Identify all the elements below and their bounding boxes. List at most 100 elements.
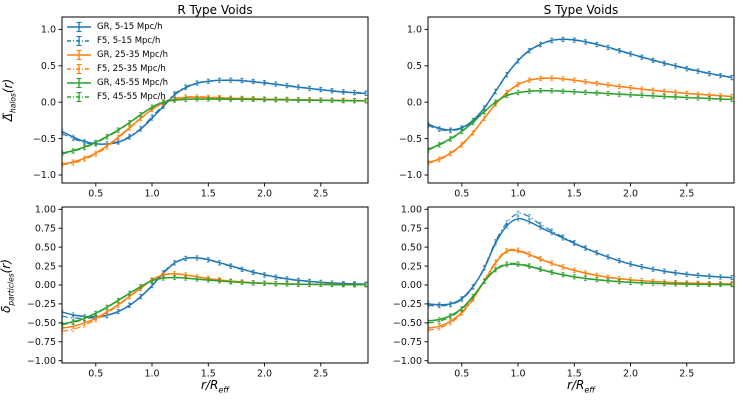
legend-label: F5, 25-35 Mpc/h [97,64,166,74]
y-tick-label: 0.50 [35,242,56,253]
series-line [428,38,732,131]
y-tick-label: −0.25 [393,299,422,310]
delta-bar-symbol: Δ̅ [1,113,15,122]
y-tick-label: −1.0 [33,170,56,181]
axes-border [427,16,735,184]
series-line [428,38,732,132]
legend-label: GR, 25-35 Mpc/h [97,50,168,60]
x-tick-label: 2.0 [623,189,638,200]
series-line [62,96,366,166]
legend-label: GR, 5-15 Mpc/h [97,22,163,32]
x-tick-label: 2.5 [313,189,328,200]
series-errorbars [62,275,368,327]
x-tick-label: 1.0 [144,369,159,380]
series-line [428,89,732,151]
y-tick-label: −0.5 [399,134,422,145]
y-tick-label: −0.75 [27,337,56,348]
subplot-particles-r-type: 0.5 1.0 1.5 2.0 2.5 −1.00 −0.75 −0.50 −0.25 0.00 0… [27,205,369,380]
series-errorbars [62,94,368,167]
y-tick-label: 0.00 [35,280,56,291]
series-line [62,98,366,155]
x-axis-label-right: r/Reff [566,378,596,395]
y-tick-label: −1.00 [27,356,56,367]
subplot-title-s-voids: S Type Voids [543,3,619,17]
legend-item: F5, 45-55 Mpc/h [66,90,168,104]
x-tick-label: 1.0 [510,369,525,380]
x-tick-label: 2.5 [679,189,694,200]
legend-errorbar-sample-icon [67,35,91,47]
y-tick-label: 1.00 [35,205,56,216]
x-tick-label: 1.5 [201,369,216,380]
y-tick-label: 0.50 [401,242,422,253]
series-errorbars [62,275,368,328]
y-tick-label: 1.0 [407,25,422,36]
x-tick-label: 2.5 [679,369,694,380]
x-tick-label: 0.5 [454,189,469,200]
x-tick-label: 1.5 [567,369,582,380]
series-errorbars [62,94,368,168]
legend-label: F5, 5-15 Mpc/h [97,36,161,46]
y-tick-label: 0.0 [407,97,422,108]
series-line [62,276,366,326]
y-tick-label: 0.25 [401,261,422,272]
y-tick-label: −1.00 [393,356,422,367]
series-line [62,96,366,165]
legend-errorbar-sample-icon [67,63,91,75]
legend-errorbar-sample-icon [67,91,91,103]
series-line [428,262,732,324]
y-tick-label: −0.50 [27,318,56,329]
y-tick-label: 1.00 [401,205,422,216]
series-line [62,257,366,319]
x-axis-label-left: r/Reff [200,378,230,395]
y-tick-label: 0.25 [35,261,56,272]
x-tick-label: 1.5 [201,189,216,200]
subplot-halos-r-type: 0.5 1.0 1.5 2.0 2.5 −1.0 −0.5 0.0 0.5 1.0 [33,16,369,200]
legend-item: GR, 45-55 Mpc/h [66,76,168,90]
series-line [62,257,366,318]
series-errorbars [428,210,734,309]
y-axis-label-halos: Δ̅halos(r) [1,78,18,122]
x-tick-label: 1.5 [567,189,582,200]
series-line [428,212,732,307]
x-tick-label: 0.5 [88,189,103,200]
y-axis-label-particles: δ̅particles(r) [0,259,16,313]
series-errorbars [428,247,734,333]
y-tick-label: 0.75 [401,223,422,234]
y-tick-label: −0.75 [393,337,422,348]
legend-item: GR, 5-15 Mpc/h [66,20,168,34]
x-tick-label: 0.5 [88,369,103,380]
x-tick-label: 2.0 [623,369,638,380]
series-line [428,263,732,322]
series-line [428,217,732,306]
y-tick-label: 0.5 [407,61,422,72]
legend-item: F5, 25-35 Mpc/h [66,62,168,76]
axes-border [427,206,735,364]
legend-label: GR, 45-55 Mpc/h [97,78,168,88]
axes-border [61,206,369,364]
series-line [428,248,732,331]
series-errorbars [62,96,368,157]
y-tick-label: −1.0 [399,170,422,181]
y-tick-label: 0.0 [41,97,56,108]
y-tick-label: −0.50 [393,318,422,329]
x-tick-label: 2.0 [257,369,272,380]
subplot-title-r-voids: R Type Voids [177,3,253,17]
x-tick-label: 0.5 [454,369,469,380]
subplot-particles-s-type: 0.5 1.0 1.5 2.0 2.5 −1.00 −0.75 −0.50 −0.25 0.00 0… [393,205,735,380]
series-line [62,79,366,145]
legend-errorbar-sample-icon [67,77,91,89]
delta-bar-symbol: δ̅ [0,305,13,313]
y-tick-label: −0.5 [33,134,56,145]
subplot-halos-s-type: 0.5 1.0 1.5 2.0 2.5 −1.0 −0.5 0.0 0.5 1.0 [399,16,735,200]
series-errorbars [428,37,734,134]
y-tick-label: 1.0 [41,25,56,36]
series-errorbars [428,216,734,308]
x-tick-label: 2.0 [257,189,272,200]
y-tick-label: 0.00 [401,280,422,291]
series-errorbars [428,36,734,133]
y-tick-label: 0.75 [35,223,56,234]
legend-errorbar-sample-icon [67,49,91,61]
legend-item: GR, 25-35 Mpc/h [66,48,168,62]
